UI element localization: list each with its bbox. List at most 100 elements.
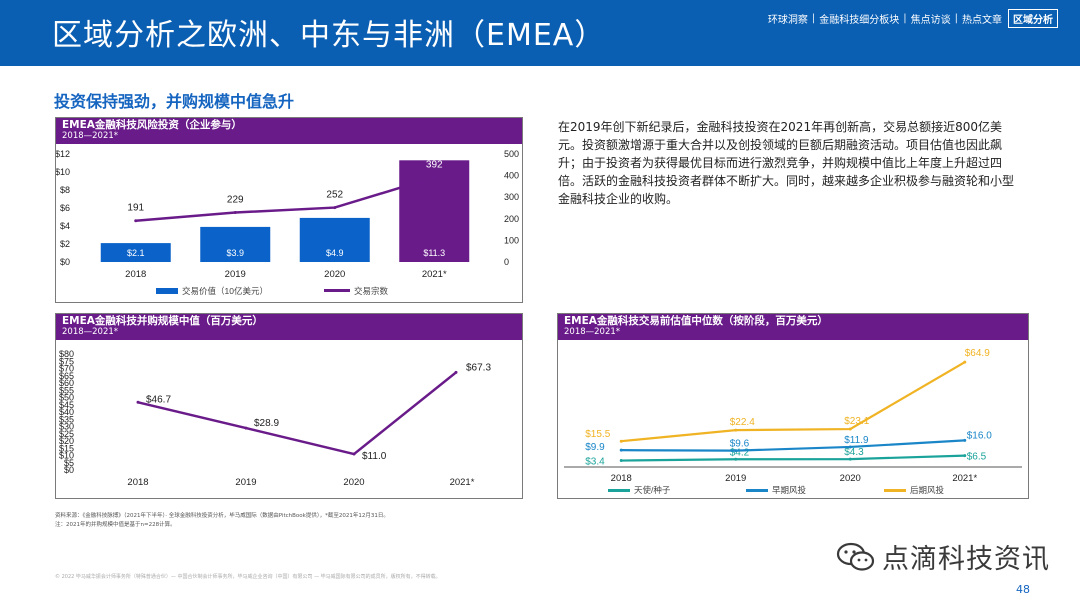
line-value-label: $16.0 bbox=[967, 430, 992, 441]
bar-value-label: $2.1 bbox=[127, 248, 145, 258]
x-tick-label: 2018 bbox=[611, 473, 632, 484]
y-tick-label: $75 bbox=[59, 356, 74, 366]
page-number: 48 bbox=[1016, 583, 1030, 596]
line-value-label: $4.3 bbox=[844, 447, 864, 458]
line-point bbox=[848, 445, 852, 449]
nav-item-interviews[interactable]: 焦点访谈 bbox=[910, 15, 951, 26]
y-right-tick-label: 0 bbox=[504, 257, 509, 267]
chart-header: EMEA金融科技并购规模中值（百万美元） 2018—2021* bbox=[56, 314, 522, 340]
line-point bbox=[848, 457, 852, 461]
legend-swatch bbox=[746, 489, 768, 492]
line-value-label: $11.0 bbox=[362, 451, 387, 462]
bar-value-label: $11.3 bbox=[423, 248, 445, 258]
line-value-label: $28.9 bbox=[254, 418, 279, 429]
line-point bbox=[963, 454, 967, 458]
chart-subtitle: 2018—2021* bbox=[564, 327, 621, 337]
y-left-tick-label: $6 bbox=[60, 203, 70, 213]
series-line bbox=[621, 361, 966, 443]
x-tick-label: 2021* bbox=[952, 473, 977, 484]
bar bbox=[299, 217, 370, 262]
line-point bbox=[136, 400, 140, 404]
section-nav: 环球洞察 | 金融科技细分板块 | 焦点访谈 | 热点文章 区域分析 bbox=[764, 9, 1058, 28]
line-value-label: $4.2 bbox=[730, 447, 750, 458]
bar bbox=[399, 160, 470, 262]
line-point bbox=[233, 211, 237, 215]
nav-item-global-insights[interactable]: 环球洞察 bbox=[767, 15, 808, 26]
line-value-label: $46.7 bbox=[146, 394, 171, 405]
chart-title: EMEA金融科技风险投资（企业参与） bbox=[62, 119, 242, 131]
deal-count-line bbox=[135, 176, 435, 222]
bar-value-label: $3.9 bbox=[226, 248, 244, 258]
y-tick-label: $15 bbox=[59, 443, 74, 453]
nav-separator: | bbox=[954, 13, 958, 24]
line-value-label: $15.5 bbox=[585, 429, 610, 440]
legend-label: 早期风投 bbox=[772, 485, 807, 495]
page-title: 区域分析之欧洲、中东与非洲（EMEA） bbox=[52, 18, 606, 53]
y-right-tick-label: 400 bbox=[504, 171, 519, 181]
nav-item-articles[interactable]: 热点文章 bbox=[962, 15, 1002, 26]
y-tick-label: $30 bbox=[59, 422, 74, 432]
series-line bbox=[621, 439, 965, 452]
nav-separator: | bbox=[903, 13, 907, 24]
y-left-tick-label: $8 bbox=[60, 185, 70, 195]
header-bar: 区域分析之欧洲、中东与非洲（EMEA） 环球洞察 | 金融科技细分板块 | 焦点… bbox=[0, 0, 1080, 66]
y-tick-label: $55 bbox=[59, 385, 74, 395]
nav-separator: | bbox=[811, 13, 816, 24]
chart-vc-svg: $0 $2 $4 $6 $8 $10 $12 0 100 200 300 400 500 $2.1 $3.9… bbox=[56, 149, 519, 296]
x-tick-label: 2018 bbox=[125, 269, 146, 280]
line-point bbox=[963, 438, 967, 442]
y-tick-label: $60 bbox=[59, 378, 74, 388]
y-left-tick-label: $0 bbox=[60, 257, 70, 267]
y-tick-label: $20 bbox=[59, 436, 74, 446]
legend-swatch bbox=[608, 489, 630, 492]
line-point bbox=[734, 428, 738, 432]
y-tick-label: $65 bbox=[59, 371, 74, 381]
x-tick-label: 2021* bbox=[422, 269, 447, 280]
line-point bbox=[734, 449, 738, 453]
x-tick-label: 2019 bbox=[225, 269, 246, 280]
y-right-tick-label: 500 bbox=[504, 149, 519, 159]
line-point bbox=[619, 459, 623, 463]
bar-value-label: $4.9 bbox=[326, 248, 344, 258]
x-tick-label: 2019 bbox=[725, 473, 746, 484]
nav-item-regional[interactable]: 区域分析 bbox=[1008, 9, 1058, 28]
chart-valuation-stage: EMEA金融科技交易前估值中位数（按阶段，百万美元） 2018—2021* $3… bbox=[557, 313, 1029, 499]
line-point bbox=[432, 175, 436, 179]
line-value-label: $64.9 bbox=[965, 348, 990, 359]
line-value-label: 229 bbox=[227, 195, 244, 206]
line-point bbox=[454, 370, 458, 374]
y-tick-label: $80 bbox=[59, 349, 74, 359]
chart-header: EMEA金融科技交易前估值中位数（按阶段，百万美元） 2018—2021* bbox=[558, 314, 1028, 340]
y-tick-label: $35 bbox=[59, 414, 74, 424]
y-tick-label: $0 bbox=[64, 465, 74, 475]
y-left-tick-label: $4 bbox=[60, 221, 70, 231]
y-tick-label: $40 bbox=[59, 407, 74, 417]
line-value-label: $9.6 bbox=[730, 439, 750, 450]
line-value-label: $67.3 bbox=[466, 362, 491, 373]
chart-valuation-svg: $3.4 $4.2 $4.3 $6.5 $9.9 $9.6 $11.9 $16.0 $15.5 $… bbox=[564, 348, 1022, 495]
line-value-label: $9.9 bbox=[585, 442, 605, 453]
x-tick-label: 2020 bbox=[840, 473, 861, 484]
y-right-tick-label: 100 bbox=[504, 235, 519, 245]
chart-title: EMEA金融科技交易前估值中位数（按阶段，百万美元） bbox=[564, 315, 828, 327]
watermark: 点滴科技资讯 bbox=[836, 537, 1050, 576]
line-point bbox=[244, 426, 248, 430]
y-tick-label: $45 bbox=[59, 400, 74, 410]
chart-subtitle: 2018—2021* bbox=[62, 327, 119, 337]
legend-label: 交易价值（10亿美元） bbox=[182, 286, 268, 296]
line-value-label: $23.1 bbox=[844, 416, 869, 427]
nav-item-sectors[interactable]: 金融科技细分板块 bbox=[819, 15, 900, 26]
bar bbox=[100, 243, 171, 262]
chart-vc-investment: EMEA金融科技风险投资（企业参与） 2018—2021* $0 $2 $4 $6 $8… bbox=[55, 117, 523, 303]
line-point bbox=[734, 457, 738, 461]
x-tick-label: 2019 bbox=[235, 477, 256, 488]
legend-label: 交易宗数 bbox=[354, 286, 389, 296]
line-value-label: 191 bbox=[127, 203, 144, 214]
y-right-tick-label: 200 bbox=[504, 214, 519, 224]
body-paragraph: 在2019年创下新纪录后，金融科技投资在2021年再创新高，交易总额接近800亿… bbox=[558, 120, 1015, 206]
median-line bbox=[137, 371, 457, 456]
x-tick-label: 2021* bbox=[450, 477, 475, 488]
copyright-text: © 2022 毕马威华振会计师事务所（特殊普通合伙）— 中国合伙制会计师事务所，… bbox=[55, 574, 441, 580]
y-left-tick-label: $2 bbox=[60, 239, 70, 249]
y-left-tick-label: $12 bbox=[56, 149, 70, 159]
